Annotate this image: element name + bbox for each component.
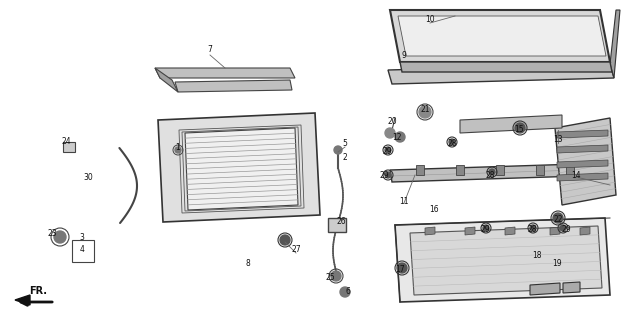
Polygon shape <box>158 113 320 222</box>
Polygon shape <box>390 163 612 182</box>
Polygon shape <box>566 165 574 175</box>
Text: 23: 23 <box>47 229 57 238</box>
Circle shape <box>175 147 181 153</box>
Polygon shape <box>530 283 560 295</box>
Circle shape <box>385 128 395 138</box>
Text: 28: 28 <box>485 172 495 180</box>
Circle shape <box>397 263 407 273</box>
Text: 2: 2 <box>343 154 347 163</box>
Polygon shape <box>395 218 610 302</box>
Text: 12: 12 <box>392 132 402 141</box>
Text: 13: 13 <box>553 135 563 145</box>
Text: 29: 29 <box>382 147 392 156</box>
Circle shape <box>489 169 495 175</box>
Polygon shape <box>410 226 602 295</box>
Text: 30: 30 <box>83 173 93 182</box>
Circle shape <box>515 123 525 133</box>
Text: 20: 20 <box>387 117 397 126</box>
Polygon shape <box>536 165 544 175</box>
Circle shape <box>334 146 342 154</box>
Polygon shape <box>557 130 608 138</box>
Text: 29: 29 <box>480 225 490 234</box>
Text: 29: 29 <box>379 171 389 180</box>
Polygon shape <box>456 165 464 175</box>
Text: 21: 21 <box>420 106 430 115</box>
Polygon shape <box>557 173 608 181</box>
Polygon shape <box>388 64 614 84</box>
Circle shape <box>54 231 66 243</box>
Text: 3: 3 <box>79 233 84 242</box>
Text: 17: 17 <box>395 265 405 274</box>
Circle shape <box>483 225 489 231</box>
Polygon shape <box>400 62 612 72</box>
Circle shape <box>560 225 566 231</box>
Text: 14: 14 <box>571 171 581 180</box>
Circle shape <box>280 235 290 245</box>
Text: FR.: FR. <box>29 286 47 296</box>
Circle shape <box>530 225 536 231</box>
Text: 25: 25 <box>325 274 335 283</box>
Circle shape <box>331 271 341 281</box>
Text: 28: 28 <box>447 139 457 148</box>
Polygon shape <box>460 115 562 133</box>
Polygon shape <box>155 68 178 92</box>
Text: 8: 8 <box>246 260 250 268</box>
Polygon shape <box>185 128 298 210</box>
Polygon shape <box>557 145 608 153</box>
Text: 11: 11 <box>399 196 409 205</box>
Text: 19: 19 <box>552 260 562 268</box>
Polygon shape <box>610 10 620 78</box>
Text: 10: 10 <box>425 15 435 25</box>
Circle shape <box>553 213 563 223</box>
Polygon shape <box>555 118 616 205</box>
Text: 4: 4 <box>79 244 84 253</box>
Text: 7: 7 <box>208 45 213 54</box>
Bar <box>63 142 75 152</box>
Text: 24: 24 <box>61 138 71 147</box>
Polygon shape <box>465 227 475 235</box>
Polygon shape <box>580 227 590 235</box>
Polygon shape <box>563 282 580 293</box>
Polygon shape <box>155 68 295 78</box>
Text: 27: 27 <box>291 245 301 254</box>
Polygon shape <box>496 165 504 175</box>
Polygon shape <box>416 165 424 175</box>
Text: 28: 28 <box>527 225 537 234</box>
Text: 5: 5 <box>343 140 347 148</box>
Text: 29: 29 <box>561 225 571 234</box>
Text: 16: 16 <box>429 205 439 214</box>
Polygon shape <box>175 80 292 92</box>
Circle shape <box>385 172 391 178</box>
Text: 22: 22 <box>554 214 563 223</box>
Polygon shape <box>390 10 610 62</box>
Text: 26: 26 <box>336 218 346 227</box>
Circle shape <box>340 287 350 297</box>
Circle shape <box>419 106 431 118</box>
Polygon shape <box>398 16 606 56</box>
Polygon shape <box>557 160 608 168</box>
Text: 1: 1 <box>175 143 181 153</box>
Circle shape <box>449 139 455 145</box>
Circle shape <box>395 132 405 142</box>
Circle shape <box>385 147 391 153</box>
Bar <box>328 218 346 232</box>
Polygon shape <box>15 295 30 305</box>
Text: 9: 9 <box>401 51 406 60</box>
Bar <box>72 240 94 262</box>
Polygon shape <box>550 227 560 235</box>
Text: 6: 6 <box>345 287 350 297</box>
Polygon shape <box>425 227 435 235</box>
Polygon shape <box>505 227 515 235</box>
Text: 15: 15 <box>514 124 524 133</box>
Text: 18: 18 <box>532 252 542 260</box>
